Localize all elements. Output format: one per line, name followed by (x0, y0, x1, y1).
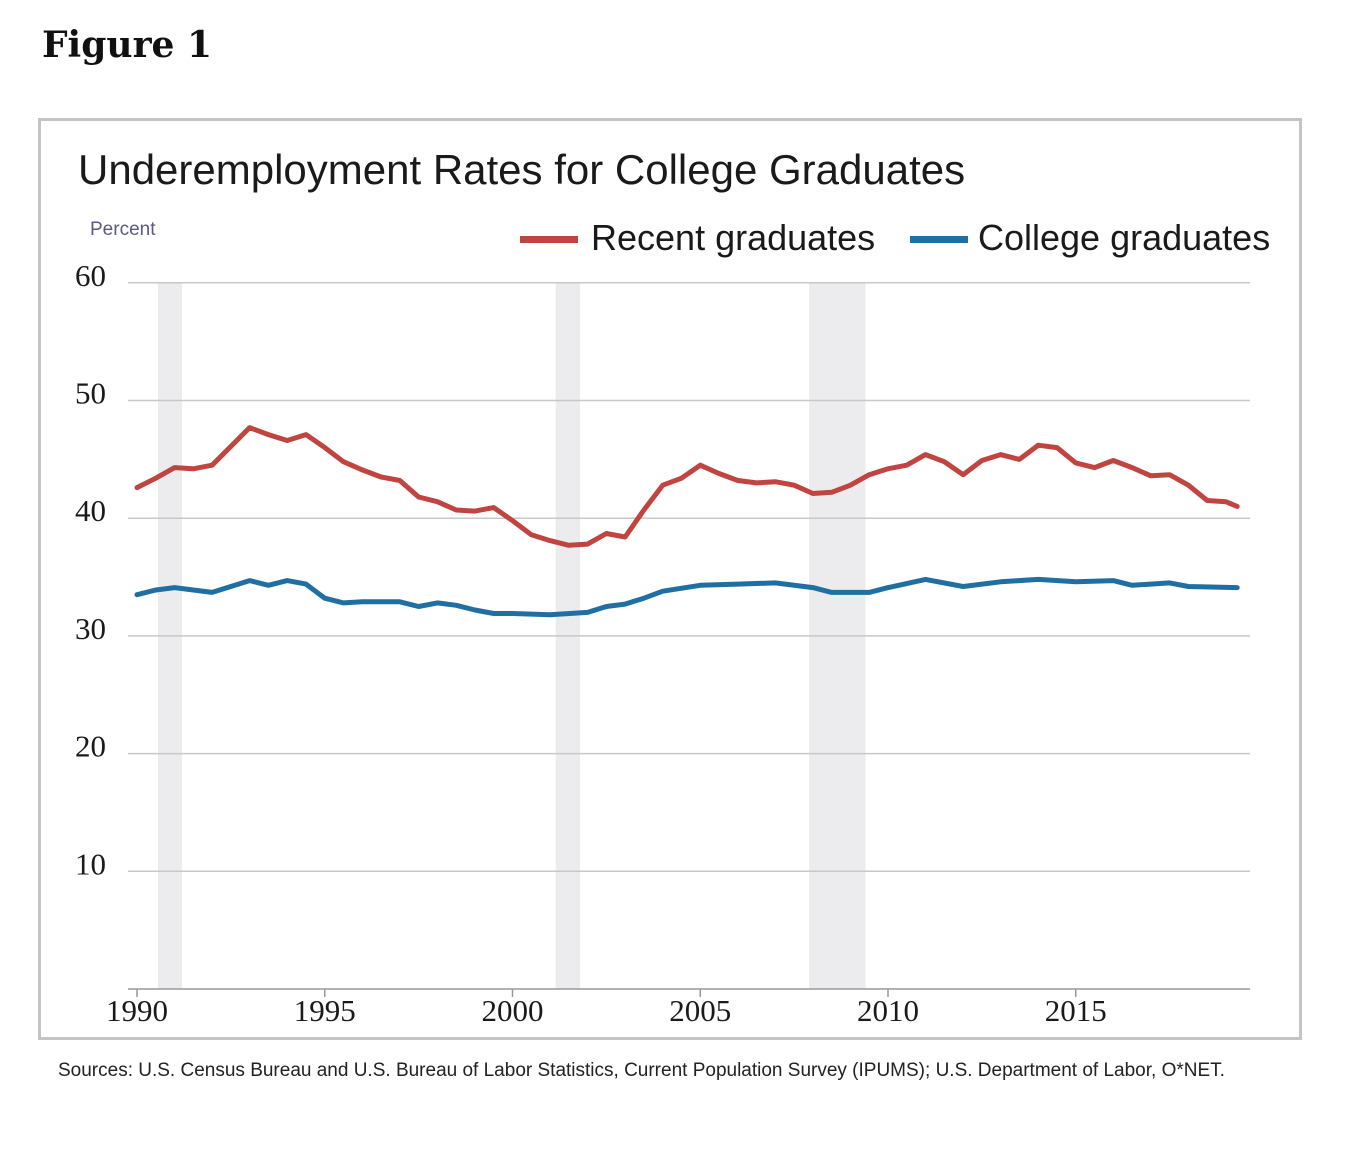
series-line-college-graduates (134, 576, 1240, 618)
y-tick-label: 40 (75, 493, 106, 528)
x-tick-label: 2010 (857, 993, 919, 1028)
legend-swatch-college-graduates (910, 236, 968, 243)
legend-label-recent-graduates: Recent graduates (591, 217, 875, 258)
chart-title: Underemployment Rates for College Gradua… (78, 146, 965, 193)
sources-note: Sources: U.S. Census Bureau and U.S. Bur… (58, 1060, 1225, 1081)
legend-swatch-recent-graduates (520, 236, 578, 243)
series-line-recent-graduates (134, 425, 1240, 548)
x-tick-label: 2000 (482, 993, 544, 1028)
figure-label: Figure 1 (42, 24, 213, 66)
y-tick-label: 60 (75, 258, 106, 293)
y-tick-label: 30 (75, 611, 106, 646)
y-tick-label: 10 (75, 846, 106, 881)
chart-frame (38, 118, 1302, 1040)
x-tick-label: 2005 (669, 993, 731, 1028)
legend-label-college-graduates: College graduates (978, 217, 1270, 258)
x-tick-label: 2015 (1045, 993, 1107, 1028)
y-tick-label: 20 (75, 729, 106, 764)
y-axis-unit-label: Percent (90, 219, 156, 240)
x-tick-label: 1990 (106, 993, 168, 1028)
x-tick-label: 1995 (294, 993, 356, 1028)
y-tick-label: 50 (75, 376, 106, 411)
